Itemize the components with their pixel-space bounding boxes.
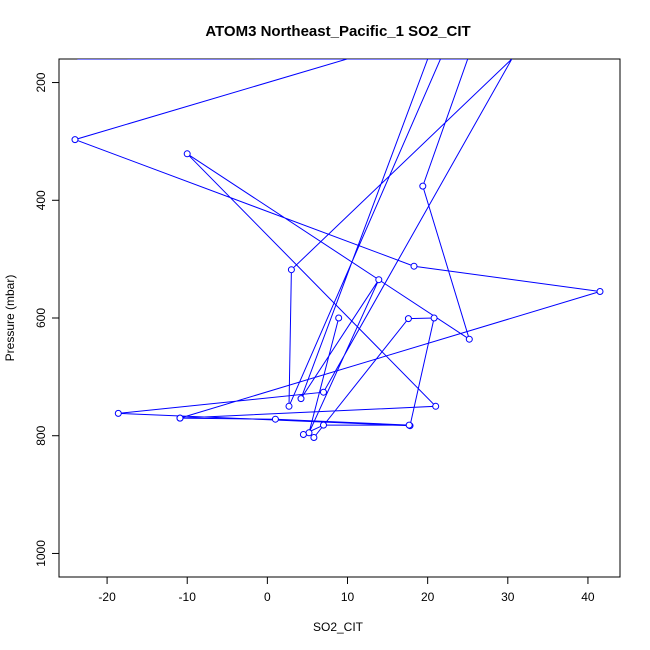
data-point	[299, 431, 307, 438]
chart-title: ATOM3 Northeast_Pacific_1 SO2_CIT	[205, 23, 470, 40]
data-point	[176, 414, 184, 422]
y-axis: 200 400 600 800 1000	[34, 72, 60, 567]
y-tick-label: 400	[34, 190, 48, 210]
data-point	[596, 288, 604, 295]
data-point	[114, 409, 122, 417]
x-axis-label: SO2_CIT	[313, 620, 364, 634]
x-tick-label: -20	[98, 590, 116, 604]
data-point	[287, 266, 295, 274]
data-point	[183, 150, 191, 158]
data-point	[465, 335, 473, 343]
x-tick-label: 10	[341, 590, 355, 604]
x-tick-label: 40	[581, 590, 595, 604]
y-tick-label: 200	[34, 72, 48, 92]
series-layer	[71, 59, 604, 441]
data-point	[405, 421, 413, 429]
data-point	[297, 395, 305, 403]
x-tick-label: 20	[421, 590, 435, 604]
data-point	[404, 315, 412, 323]
series-line	[73, 59, 601, 438]
data-point	[271, 415, 279, 423]
data-point	[410, 262, 418, 270]
data-point	[335, 314, 343, 322]
y-tick-label: 600	[34, 308, 48, 328]
data-point	[430, 314, 438, 322]
data-point	[432, 402, 440, 410]
data-point	[305, 429, 313, 437]
data-point	[285, 402, 293, 410]
data-point	[71, 136, 79, 144]
data-point	[320, 421, 327, 429]
data-point	[419, 182, 427, 190]
y-axis-label: Pressure (mbar)	[3, 275, 17, 362]
x-axis: -20 -10 0 10 20 30 40	[98, 576, 595, 604]
y-tick-label: 800	[34, 425, 48, 445]
data-point	[320, 388, 327, 396]
data-point	[375, 276, 383, 284]
x-tick-label: 0	[264, 590, 271, 604]
x-tick-label: 30	[501, 590, 515, 604]
y-tick-label: 1000	[34, 540, 48, 567]
data-point	[310, 434, 318, 441]
x-tick-label: -10	[179, 590, 197, 604]
